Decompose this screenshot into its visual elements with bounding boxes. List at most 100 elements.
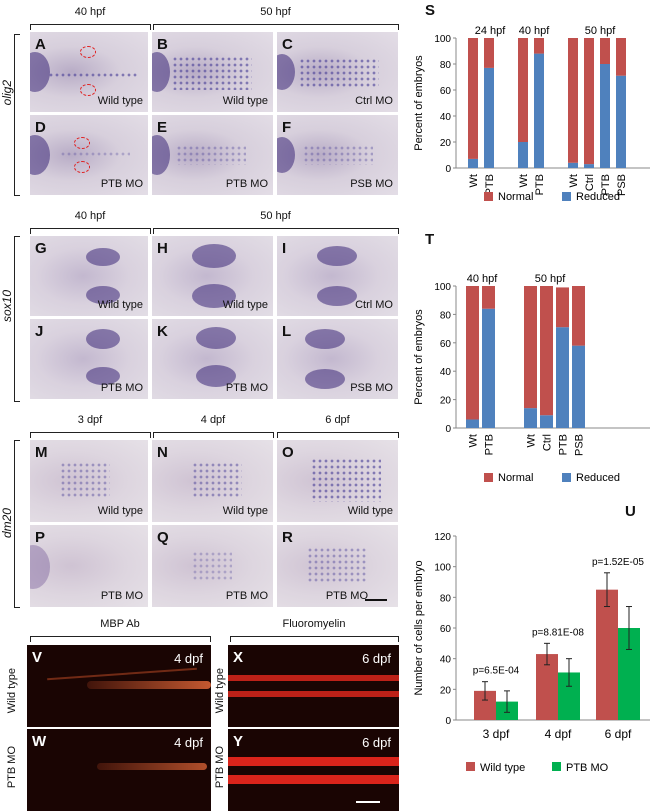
panel-label: PTB MO <box>100 590 143 602</box>
sox10-header-50hpf: 50 hpf <box>260 210 291 222</box>
panel-letter: M <box>35 444 48 461</box>
bar-reduced <box>518 142 528 168</box>
dm20-gene-label: dm20 <box>0 508 14 539</box>
row-label-ptb-mo-left: PTB MO <box>6 746 18 789</box>
scale-bar <box>356 801 380 803</box>
x-tick-label: PTB <box>534 174 546 195</box>
y-axis-label: Percent of embryos <box>413 55 425 151</box>
panel-age: 6 dpf <box>362 735 391 750</box>
olig2-panel-a: A Wild type <box>30 32 148 112</box>
panel-letter: V <box>32 649 43 666</box>
mbp-ab-bracket <box>30 636 211 642</box>
bar-reduced <box>540 415 553 428</box>
sox10-bracket-40hpf <box>30 228 151 234</box>
y-tick-label: 80 <box>440 310 452 321</box>
y-axis-label: Percent of embryos <box>413 309 425 405</box>
panel-letter: D <box>35 119 46 136</box>
y-tick-label: 20 <box>440 138 452 149</box>
bar-reduced <box>616 75 626 168</box>
dm20-panel-q: Q PTB MO <box>152 525 273 607</box>
legend-swatch <box>484 473 493 482</box>
panel-letter: E <box>157 119 168 136</box>
dm20-panel-n: N Wild type <box>152 440 273 522</box>
x-tick-label: Wt <box>518 174 530 187</box>
panel-age: 6 dpf <box>362 651 391 666</box>
y-tick-label: 60 <box>440 339 452 350</box>
olig2-bracket-50hpf <box>153 24 399 30</box>
panel-letter: C <box>282 36 293 53</box>
bar-normal <box>568 38 578 163</box>
olig2-panel-b: B Wild type <box>152 32 273 112</box>
legend-swatch <box>562 192 571 201</box>
red-dashed-circle <box>80 84 96 96</box>
dm20-header-4dpf: 4 dpf <box>200 414 226 426</box>
row-label-wild-type-right: Wild type <box>214 668 226 714</box>
bar-reduced <box>556 327 569 428</box>
bar-normal <box>468 38 478 159</box>
dm20-panel-m: M Wild type <box>30 440 148 522</box>
olig2-side-bracket <box>14 34 20 196</box>
row-label-wild-type-left: Wild type <box>6 668 18 714</box>
bar-normal <box>466 286 479 420</box>
bar-normal <box>600 38 610 64</box>
chart-u-letter: U <box>625 503 636 520</box>
panel-letter: N <box>157 444 168 461</box>
panel-letter: I <box>282 240 287 257</box>
y-tick-label: 40 <box>440 112 452 123</box>
x-tick-label: PTB <box>484 434 496 455</box>
panel-label: Ctrl MO <box>355 299 393 311</box>
panel-letter: P <box>35 529 46 546</box>
legend-label: PTB MO <box>566 762 609 774</box>
fluoromyelin-bracket <box>230 636 399 642</box>
bar-normal <box>524 286 537 409</box>
chart-t: 0 20 40 60 80 100 Percent of embryos Wt PTB Wt Ctr… <box>413 273 650 484</box>
sox10-side-bracket <box>14 236 20 402</box>
bar-reduced <box>584 164 594 168</box>
bar-wild-type <box>474 690 496 720</box>
p-value-label: p=6.5E-04 <box>473 666 520 677</box>
scale-bar <box>365 599 387 601</box>
panel-letter: K <box>157 323 168 340</box>
sox10-panel-j: J PTB MO <box>30 319 148 399</box>
p-value-label: p=1.52E-05 <box>592 557 644 568</box>
bar-normal <box>584 38 594 165</box>
x-tick-label: PTB <box>600 174 612 195</box>
sox10-panel-k: K PTB MO <box>152 319 273 399</box>
olig2-header-40hpf: 40 hpf <box>74 6 106 18</box>
panel-letter: W <box>32 733 47 750</box>
red-dashed-circle <box>74 137 90 149</box>
panel-label: Wild type <box>97 95 143 107</box>
x-tick-label: PSB <box>574 434 586 456</box>
panel-label: PTB MO <box>100 382 143 394</box>
x-tick-label: Ctrl <box>542 434 554 451</box>
bar-normal <box>534 38 544 54</box>
x-tick-label: PSB <box>616 174 628 196</box>
group-label: 40 hpf <box>467 273 499 285</box>
panel-age: 4 dpf <box>174 651 203 666</box>
bar-reduced <box>524 408 537 428</box>
bar-wild-type <box>536 654 558 720</box>
panel-label: PTB MO <box>225 590 268 602</box>
group-label: 40 hpf <box>519 25 551 37</box>
panel-letter: F <box>282 119 292 136</box>
dm20-side-bracket <box>14 440 20 608</box>
olig2-header-50hpf: 50 hpf <box>260 6 291 18</box>
panel-letter: A <box>35 36 46 53</box>
bar-reduced <box>466 419 479 428</box>
fluoromyelin-header: Fluoromyelin <box>282 618 346 630</box>
y-tick-label: 0 <box>445 164 451 175</box>
group-label: 50 hpf <box>585 25 617 37</box>
panel-label: PSB MO <box>350 178 393 190</box>
olig2-panel-e: E PTB MO <box>152 115 273 195</box>
x-tick-label: 3 dpf <box>483 727 510 741</box>
dm20-bracket-6dpf <box>277 432 399 438</box>
sox10-bracket-50hpf <box>153 228 399 234</box>
panel-label: Wild type <box>347 505 393 517</box>
dm20-header-3dpf: 3 dpf <box>77 414 103 426</box>
bar-normal <box>616 38 626 76</box>
bar-reduced <box>468 158 478 168</box>
x-tick-label: 6 dpf <box>605 727 632 741</box>
olig2-panel-c: C Ctrl MO <box>277 32 398 112</box>
panel-letter: H <box>157 240 168 257</box>
y-tick-label: 40 <box>440 655 452 666</box>
